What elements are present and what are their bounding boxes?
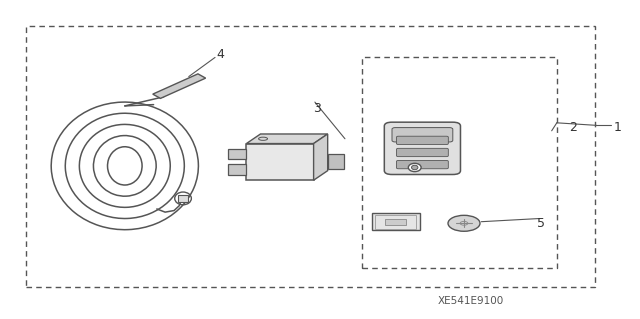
Ellipse shape	[412, 165, 418, 170]
Text: 1: 1	[614, 121, 621, 134]
Bar	[228, 149, 246, 159]
Polygon shape	[314, 134, 328, 180]
Text: XE541E9100: XE541E9100	[437, 296, 504, 307]
Bar	[385, 219, 406, 225]
Polygon shape	[153, 74, 205, 98]
Text: 2: 2	[569, 121, 577, 134]
FancyBboxPatch shape	[397, 136, 448, 145]
FancyBboxPatch shape	[397, 160, 448, 169]
FancyBboxPatch shape	[385, 122, 461, 174]
Bar	[371, 213, 420, 230]
Text: 5: 5	[537, 217, 545, 230]
Bar	[228, 165, 246, 175]
Bar	[375, 215, 416, 228]
Ellipse shape	[448, 215, 480, 231]
Bar	[328, 154, 344, 169]
Bar	[26, 26, 595, 287]
FancyBboxPatch shape	[397, 148, 448, 157]
Text: 4: 4	[217, 48, 225, 61]
Polygon shape	[246, 134, 328, 144]
FancyBboxPatch shape	[392, 128, 453, 142]
Text: 3: 3	[313, 102, 321, 115]
Bar	[362, 57, 557, 268]
Bar	[246, 144, 314, 180]
Ellipse shape	[408, 163, 421, 172]
Bar	[178, 195, 188, 202]
